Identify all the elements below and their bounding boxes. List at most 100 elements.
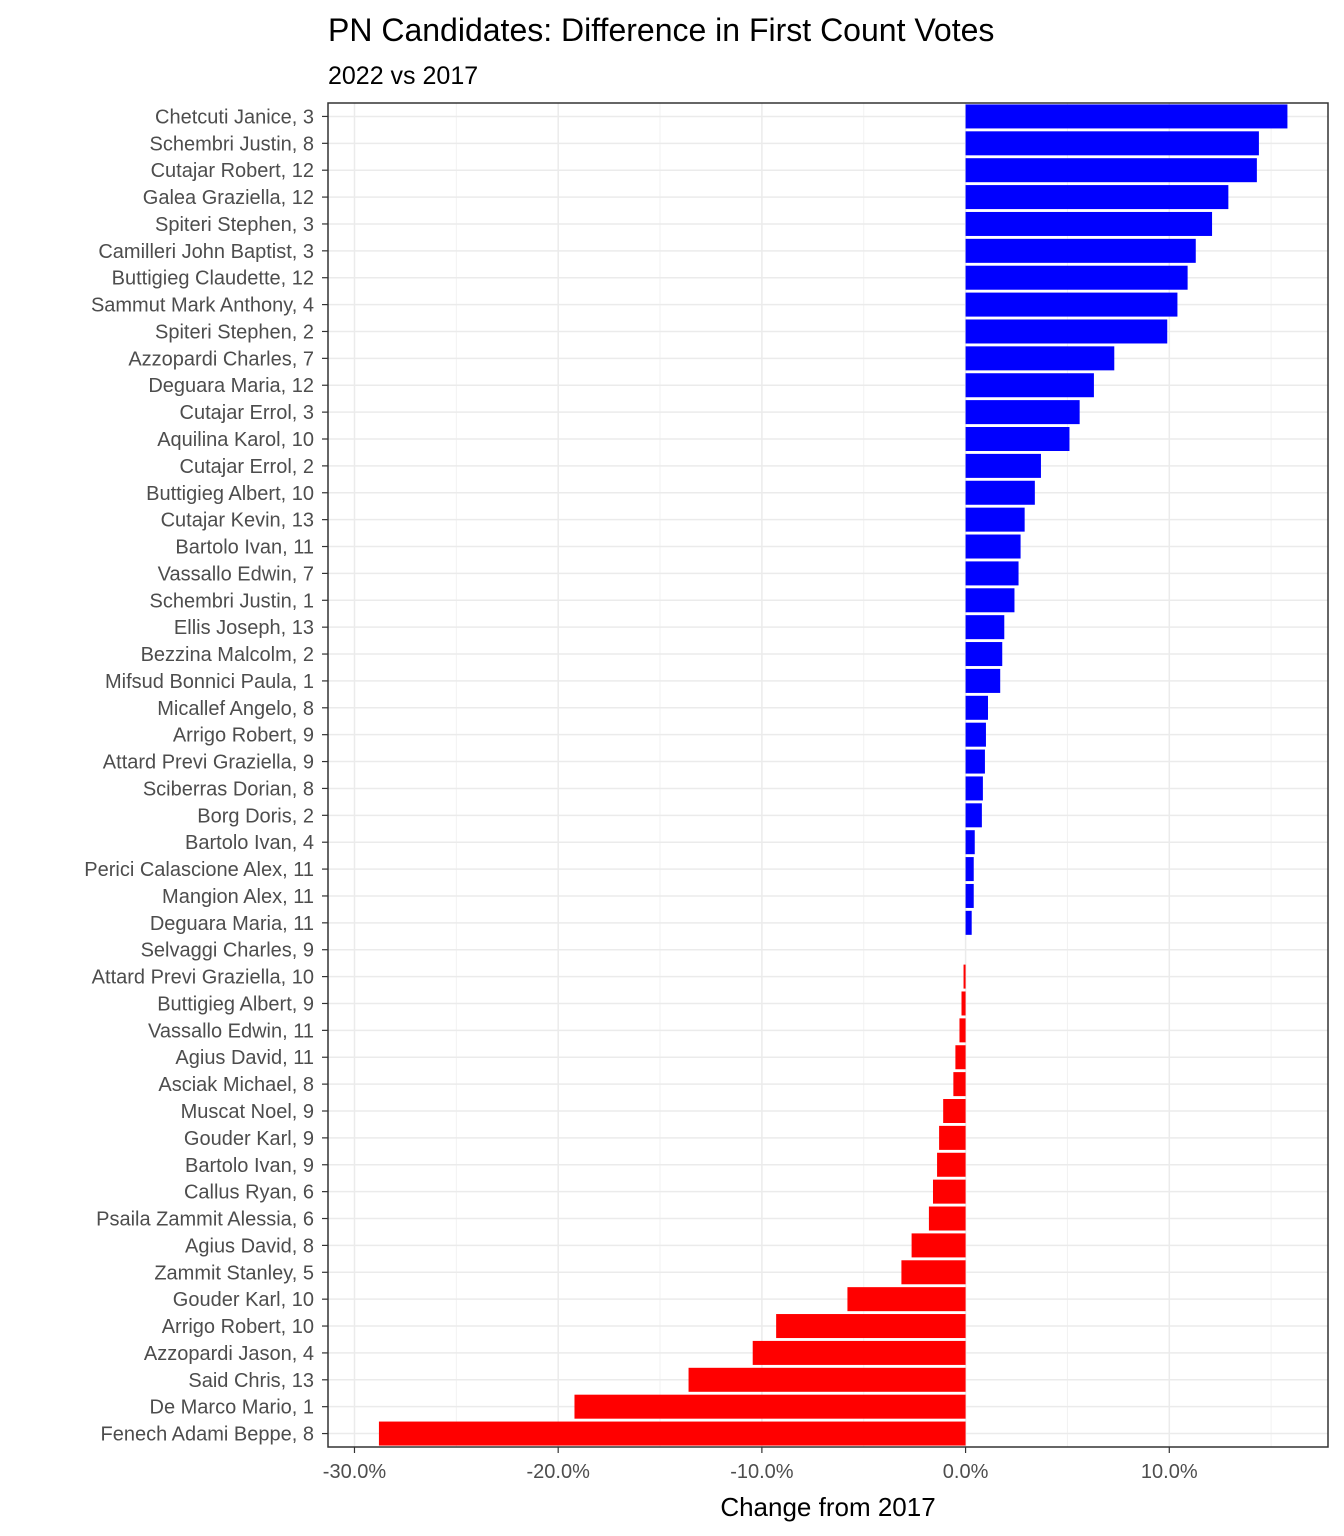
bar-27 xyxy=(965,830,975,855)
x-axis: -30.0% -20.0% -10.0% 0.0% 10.0% xyxy=(323,1447,1198,1483)
bar-0 xyxy=(965,104,1288,129)
y-tick-label: Zammit Stanley, 5 xyxy=(154,1262,314,1284)
x-tick-label: -20.0% xyxy=(526,1461,590,1483)
chart-title: PN Candidates: Difference in First Count… xyxy=(328,12,994,48)
bar-24 xyxy=(965,749,985,774)
y-tick-label: Bartolo Ivan, 11 xyxy=(175,537,314,559)
y-tick-label: Galea Graziella, 12 xyxy=(143,187,314,209)
y-tick-label: Muscat Noel, 9 xyxy=(181,1101,314,1123)
bar-40 xyxy=(932,1179,966,1204)
y-tick-label: Camilleri John Baptist, 3 xyxy=(98,241,314,263)
x-tick-label: -30.0% xyxy=(323,1461,387,1483)
bar-18 xyxy=(965,588,1015,613)
bar-34 xyxy=(959,1018,966,1043)
bar-30 xyxy=(965,910,972,935)
bar-39 xyxy=(937,1152,966,1177)
y-tick-label: Borg Doris, 2 xyxy=(197,805,314,827)
y-tick-label: Buttigieg Albert, 10 xyxy=(146,483,314,505)
y-tick-label: Cutajar Kevin, 13 xyxy=(161,510,314,532)
bar-45 xyxy=(776,1314,966,1339)
y-tick-label: Arrigo Robert, 9 xyxy=(173,725,314,747)
bar-47 xyxy=(688,1367,966,1392)
y-tick-label: Bartolo Ivan, 4 xyxy=(185,832,314,854)
bar-38 xyxy=(939,1125,966,1150)
y-tick-label: Perici Calascione Alex, 11 xyxy=(84,859,314,881)
y-tick-label: Ellis Joseph, 13 xyxy=(174,617,314,639)
bar-14 xyxy=(965,480,1035,505)
y-tick-label: Deguara Maria, 11 xyxy=(150,913,314,935)
bar-13 xyxy=(965,453,1041,478)
bar-25 xyxy=(965,776,983,801)
y-tick-label: Callus Ryan, 6 xyxy=(184,1182,314,1204)
y-tick-label: Bezzina Malcolm, 2 xyxy=(141,644,314,666)
y-axis-labels: Chetcuti Janice, 3 Schembri Justin, 8 Cuta… xyxy=(84,106,328,1446)
bar-3 xyxy=(965,185,1229,210)
y-tick-label: Schembri Justin, 8 xyxy=(149,133,314,155)
bar-12 xyxy=(965,427,1070,451)
bar-26 xyxy=(965,803,982,828)
bar-41 xyxy=(928,1206,966,1231)
bar-8 xyxy=(965,319,1168,344)
y-tick-label: Azzopardi Charles, 7 xyxy=(128,348,314,370)
bar-9 xyxy=(965,346,1115,371)
y-tick-label: Azzopardi Jason, 4 xyxy=(144,1343,314,1365)
y-tick-label: Buttigieg Claudette, 12 xyxy=(112,268,314,290)
y-tick-label: Cutajar Errol, 2 xyxy=(180,456,315,478)
bar-42 xyxy=(911,1233,966,1258)
y-tick-label: Attard Previ Graziella, 9 xyxy=(103,752,314,774)
x-tick-label: -10.0% xyxy=(730,1461,794,1483)
y-tick-label: Mangion Alex, 11 xyxy=(162,886,314,908)
chart-subtitle: 2022 vs 2017 xyxy=(328,62,478,90)
y-tick-label: Sciberras Dorian, 8 xyxy=(143,778,314,800)
bar-7 xyxy=(965,292,1178,317)
bar-28 xyxy=(965,857,974,882)
y-tick-label: Chetcuti Janice, 3 xyxy=(155,106,314,128)
y-tick-label: Spiteri Stephen, 2 xyxy=(155,321,314,343)
y-tick-label: Cutajar Robert, 12 xyxy=(151,160,314,182)
y-tick-label: De Marco Mario, 1 xyxy=(150,1397,315,1419)
bar-6 xyxy=(965,265,1188,290)
x-tick-label: 10.0% xyxy=(1141,1461,1198,1483)
y-tick-label: Said Chris, 13 xyxy=(188,1370,314,1392)
y-tick-label: Arrigo Robert, 10 xyxy=(162,1316,314,1338)
y-tick-label: Deguara Maria, 12 xyxy=(148,375,314,397)
bar-15 xyxy=(965,507,1025,532)
bar-22 xyxy=(965,695,988,720)
y-tick-label: Vassallo Edwin, 7 xyxy=(158,563,314,585)
y-tick-label: Aquilina Karol, 10 xyxy=(157,429,314,451)
y-tick-label: Gouder Karl, 9 xyxy=(184,1128,314,1150)
bar-11 xyxy=(965,400,1080,425)
bar-32 xyxy=(963,964,966,989)
bar-43 xyxy=(901,1260,966,1285)
y-tick-label: Fenech Adami Beppe, 8 xyxy=(101,1424,314,1446)
bar-35 xyxy=(955,1045,966,1070)
bar-46 xyxy=(752,1340,966,1365)
y-tick-label: Selvaggi Charles, 9 xyxy=(141,940,314,962)
bar-16 xyxy=(965,534,1021,559)
bar-49 xyxy=(378,1421,966,1446)
bar-4 xyxy=(965,211,1213,236)
bar-20 xyxy=(965,642,1003,667)
bars xyxy=(378,104,1288,1446)
y-tick-label: Sammut Mark Anthony, 4 xyxy=(91,295,314,317)
bar-1 xyxy=(965,131,1259,156)
y-tick-label: Attard Previ Graziella, 10 xyxy=(92,967,314,989)
bar-19 xyxy=(965,615,1005,640)
bar-44 xyxy=(847,1287,966,1312)
y-tick-label: Bartolo Ivan, 9 xyxy=(185,1155,314,1177)
bar-33 xyxy=(961,991,966,1016)
y-tick-label: Buttigieg Albert, 9 xyxy=(157,993,314,1015)
y-tick-label: Spiteri Stephen, 3 xyxy=(155,214,314,236)
bar-48 xyxy=(574,1394,966,1419)
y-tick-label: Cutajar Errol, 3 xyxy=(180,402,315,424)
bar-23 xyxy=(965,722,986,747)
bar-5 xyxy=(965,238,1196,263)
bar-37 xyxy=(943,1099,966,1123)
plot-panel-border xyxy=(327,102,1329,1448)
bar-10 xyxy=(965,373,1094,398)
bar-2 xyxy=(965,158,1257,183)
bar-17 xyxy=(965,561,1019,586)
bar-21 xyxy=(965,668,1001,693)
y-tick-label: Agius David, 8 xyxy=(185,1235,314,1257)
